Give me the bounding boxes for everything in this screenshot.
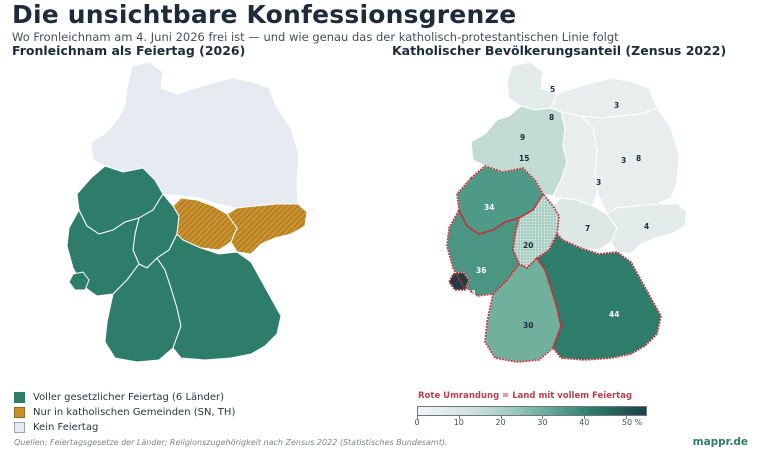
- colorbar-tick-label: 10: [453, 418, 464, 427]
- value-label-sn: 4: [644, 222, 649, 231]
- colorbar-tick-label: 40: [579, 418, 590, 427]
- legend-label-partial: Nur in katholischen Gemeinden (SN, TH): [33, 406, 236, 418]
- value-label-sl: 51: [466, 289, 476, 298]
- colorbar-tickmark: [500, 416, 502, 419]
- legend-swatch-partial: [14, 406, 25, 418]
- value-label-rp: 36: [476, 266, 486, 275]
- value-label-nw: 34: [484, 203, 494, 212]
- value-label-be: 8: [636, 154, 641, 163]
- colorbar: [417, 406, 647, 416]
- page-title: Die unsichtbare Konfessionsgrenze: [12, 0, 517, 29]
- colorbar-tick-label: 30: [537, 418, 548, 427]
- colorbar-tick-label: 50 %: [621, 418, 643, 427]
- state-bb: [579, 107, 680, 215]
- holiday-legend: Voller gesetzlicher Feiertag (6 Länder) …: [14, 390, 235, 435]
- outline-note: Rote Umrandung = Land mit vollem Feierta…: [418, 391, 633, 401]
- legend-swatch-none: [14, 421, 25, 433]
- colorbar-tickmark: [542, 416, 544, 419]
- value-label-mv: 3: [614, 101, 619, 110]
- legend-label-none: Kein Feiertag: [33, 421, 99, 433]
- colorbar-tick-label: 0: [414, 418, 420, 427]
- page-subtitle: Wo Fronleichnam am 4. Juni 2026 frei ist…: [12, 30, 619, 44]
- catholic-share-map: 5 3 8 9 15 8 3 3 34 20 7 4 36 51 30 44: [446, 61, 688, 363]
- state-mv: [550, 77, 658, 119]
- legend-item-full: Voller gesetzlicher Feiertag (6 Länder): [14, 390, 235, 404]
- source-note: Quellen: Feiertagsgesetze der Länder; Re…: [14, 438, 448, 447]
- value-label-hh: 8: [549, 113, 554, 122]
- colorbar-tickmark: [458, 416, 460, 419]
- state-sn: [226, 203, 308, 255]
- legend-label-full: Voller gesetzlicher Feiertag (6 Länder): [33, 391, 225, 403]
- colorbar-tickmark: [584, 416, 586, 419]
- colorbar-tickmark: [417, 416, 418, 419]
- value-label-st: 3: [596, 178, 601, 187]
- colorbar-tick-label: 20: [495, 418, 506, 427]
- left-map-title: Fronleichnam als Feiertag (2026): [12, 43, 246, 58]
- legend-item-partial: Nur in katholischen Gemeinden (SN, TH): [14, 405, 235, 419]
- value-label-bw: 30: [523, 321, 533, 330]
- state-by: [156, 233, 282, 361]
- value-label-by: 44: [609, 310, 619, 319]
- value-label-hb: 9: [520, 133, 525, 142]
- value-label-sh: 5: [550, 85, 555, 94]
- holiday-map: [66, 61, 308, 363]
- colorbar-tickmark: [626, 416, 628, 419]
- value-label-th: 7: [585, 224, 590, 233]
- value-label-bb: 3: [621, 156, 626, 165]
- value-label-he: 20: [523, 241, 533, 250]
- state-sl: [68, 271, 90, 291]
- legend-swatch-full: [14, 391, 25, 403]
- right-map-title: Katholischer Bevölkerungsanteil (Zensus …: [392, 43, 727, 58]
- state-sn: [606, 203, 688, 255]
- legend-item-none: Kein Feiertag: [14, 420, 235, 434]
- value-label-ni: 15: [519, 154, 529, 163]
- brand-logo: mappr.de: [692, 436, 748, 448]
